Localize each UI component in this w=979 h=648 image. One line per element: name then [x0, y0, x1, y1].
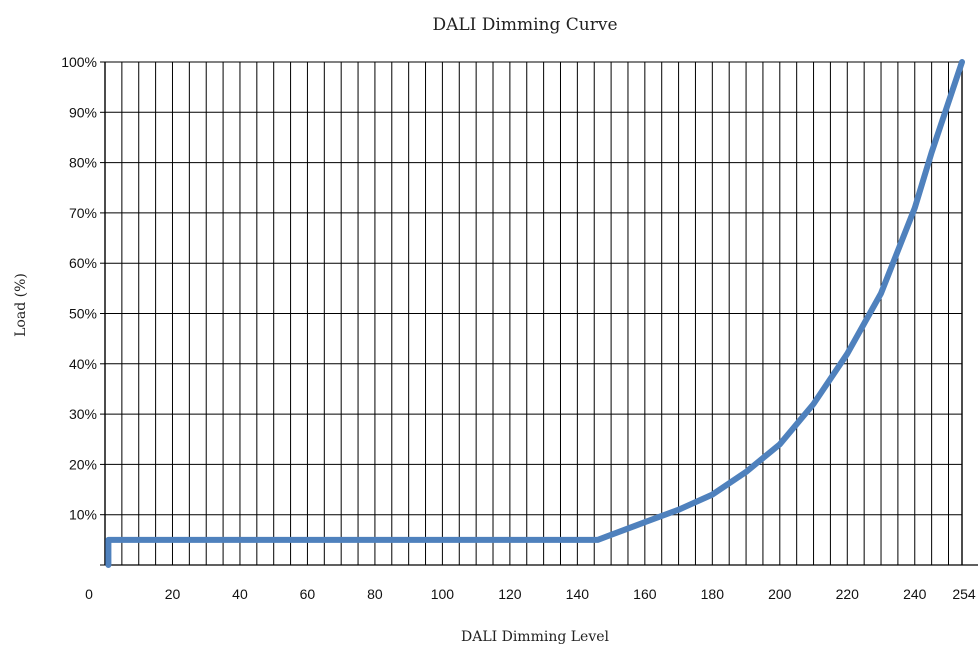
y-tick-label: 90%: [69, 104, 97, 120]
x-tick-label: 140: [566, 586, 590, 602]
y-tick-label: 20%: [69, 456, 97, 472]
x-tick-label: 180: [701, 586, 725, 602]
grid: [100, 61, 978, 566]
y-tick-label: 30%: [69, 406, 97, 422]
x-tick-labels: 0 20 40 60 80 100 120 140 160 180 200 220 240 254: [85, 586, 976, 602]
y-tick-label: 50%: [69, 306, 97, 322]
y-tick-label: 100%: [61, 54, 97, 70]
x-tick-label: 240: [903, 586, 927, 602]
x-tick-label: 0: [85, 586, 93, 602]
y-tick-label: 60%: [69, 255, 97, 271]
x-tick-label: 100: [431, 586, 455, 602]
load-curve: [105, 59, 965, 568]
x-tick-label: 60: [300, 586, 316, 602]
chart-title: DALI Dimming Curve: [432, 15, 617, 35]
y-tick-label: 10%: [69, 507, 97, 523]
x-tick-label: 80: [367, 586, 383, 602]
x-tick-label: 254: [952, 586, 976, 602]
y-tick-label: 80%: [69, 155, 97, 171]
x-tick-label: 160: [633, 586, 657, 602]
y-tick-label: 70%: [69, 205, 97, 221]
x-tick-label: 20: [165, 586, 181, 602]
x-axis-label: DALI Dimming Level: [461, 629, 610, 645]
y-tick-label: 40%: [69, 356, 97, 372]
y-tick-labels: 10% 20% 30% 40% 50% 60% 70% 80% 90% 100%: [61, 54, 97, 523]
x-tick-label: 220: [836, 586, 860, 602]
x-tick-label: 40: [232, 586, 248, 602]
x-tick-label: 200: [768, 586, 792, 602]
y-axis-label: Load (%): [13, 273, 29, 337]
x-tick-label: 120: [498, 586, 522, 602]
